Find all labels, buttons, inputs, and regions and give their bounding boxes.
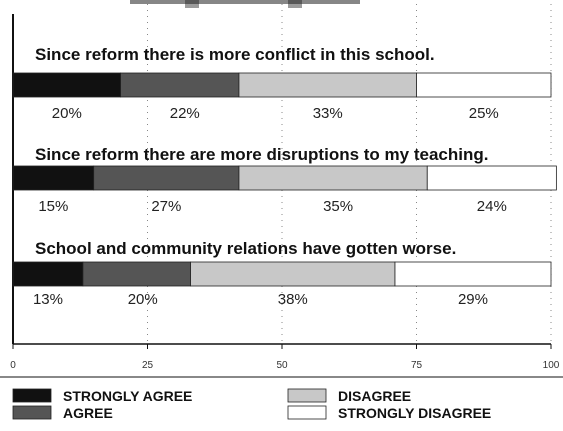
statement-label: Since reform there are more disruptions …: [35, 145, 488, 164]
value-labels: 20% 22% 33% 25% 15% 27% 35% 24% 13% 20% 38% 29%: [33, 105, 507, 308]
value-label: 29%: [458, 291, 488, 308]
value-label: 35%: [323, 198, 353, 215]
value-label: 38%: [278, 291, 308, 308]
x-tick-label: 75: [411, 360, 423, 371]
bar-segment: [238, 72, 417, 98]
bar-segment: [12, 261, 84, 287]
bar-segment: [12, 165, 95, 191]
value-label: 24%: [477, 198, 507, 215]
statement-label: School and community relations have gott…: [35, 239, 456, 258]
legend-swatch: [12, 405, 52, 420]
value-label: 20%: [128, 291, 158, 308]
legend-label: STRONGLY DISAGREE: [338, 405, 491, 421]
bar-segment: [82, 261, 191, 287]
legend-label: AGREE: [63, 405, 113, 421]
bar-segment: [416, 72, 552, 98]
value-label: 25%: [469, 105, 499, 122]
legend-label: DISAGREE: [338, 388, 411, 404]
bar-segment: [394, 261, 552, 287]
value-label: 22%: [170, 105, 200, 122]
bar-segment: [238, 165, 428, 191]
legend-swatch: [287, 388, 327, 403]
x-tick-label: 25: [142, 360, 154, 371]
bar-segment: [120, 72, 240, 98]
cropped-title-fragment: [130, 0, 360, 8]
x-axis: 0 25 50 75 100: [10, 14, 560, 371]
bar-segment: [426, 165, 557, 191]
value-label: 33%: [313, 105, 343, 122]
bar-segment: [93, 165, 240, 191]
value-label: 13%: [33, 291, 63, 308]
value-label: 15%: [38, 198, 68, 215]
legend-label: STRONGLY AGREE: [63, 388, 192, 404]
bars: [12, 72, 557, 287]
x-tick-label: 100: [543, 360, 560, 371]
legend-swatch: [12, 388, 52, 403]
statements: Since reform there is more conflict in t…: [35, 45, 488, 258]
x-tick-label: 0: [10, 360, 16, 371]
value-label: 20%: [52, 105, 82, 122]
value-label: 27%: [151, 198, 181, 215]
bar-segment: [190, 261, 396, 287]
x-tick-label: 50: [276, 360, 288, 371]
bar-segment: [12, 72, 121, 98]
statement-label: Since reform there is more conflict in t…: [35, 45, 435, 64]
legend-swatch: [287, 405, 327, 420]
